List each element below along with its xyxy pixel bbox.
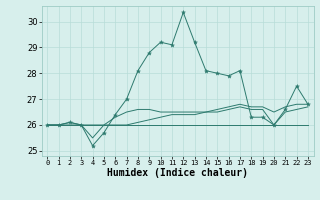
X-axis label: Humidex (Indice chaleur): Humidex (Indice chaleur)	[107, 168, 248, 178]
